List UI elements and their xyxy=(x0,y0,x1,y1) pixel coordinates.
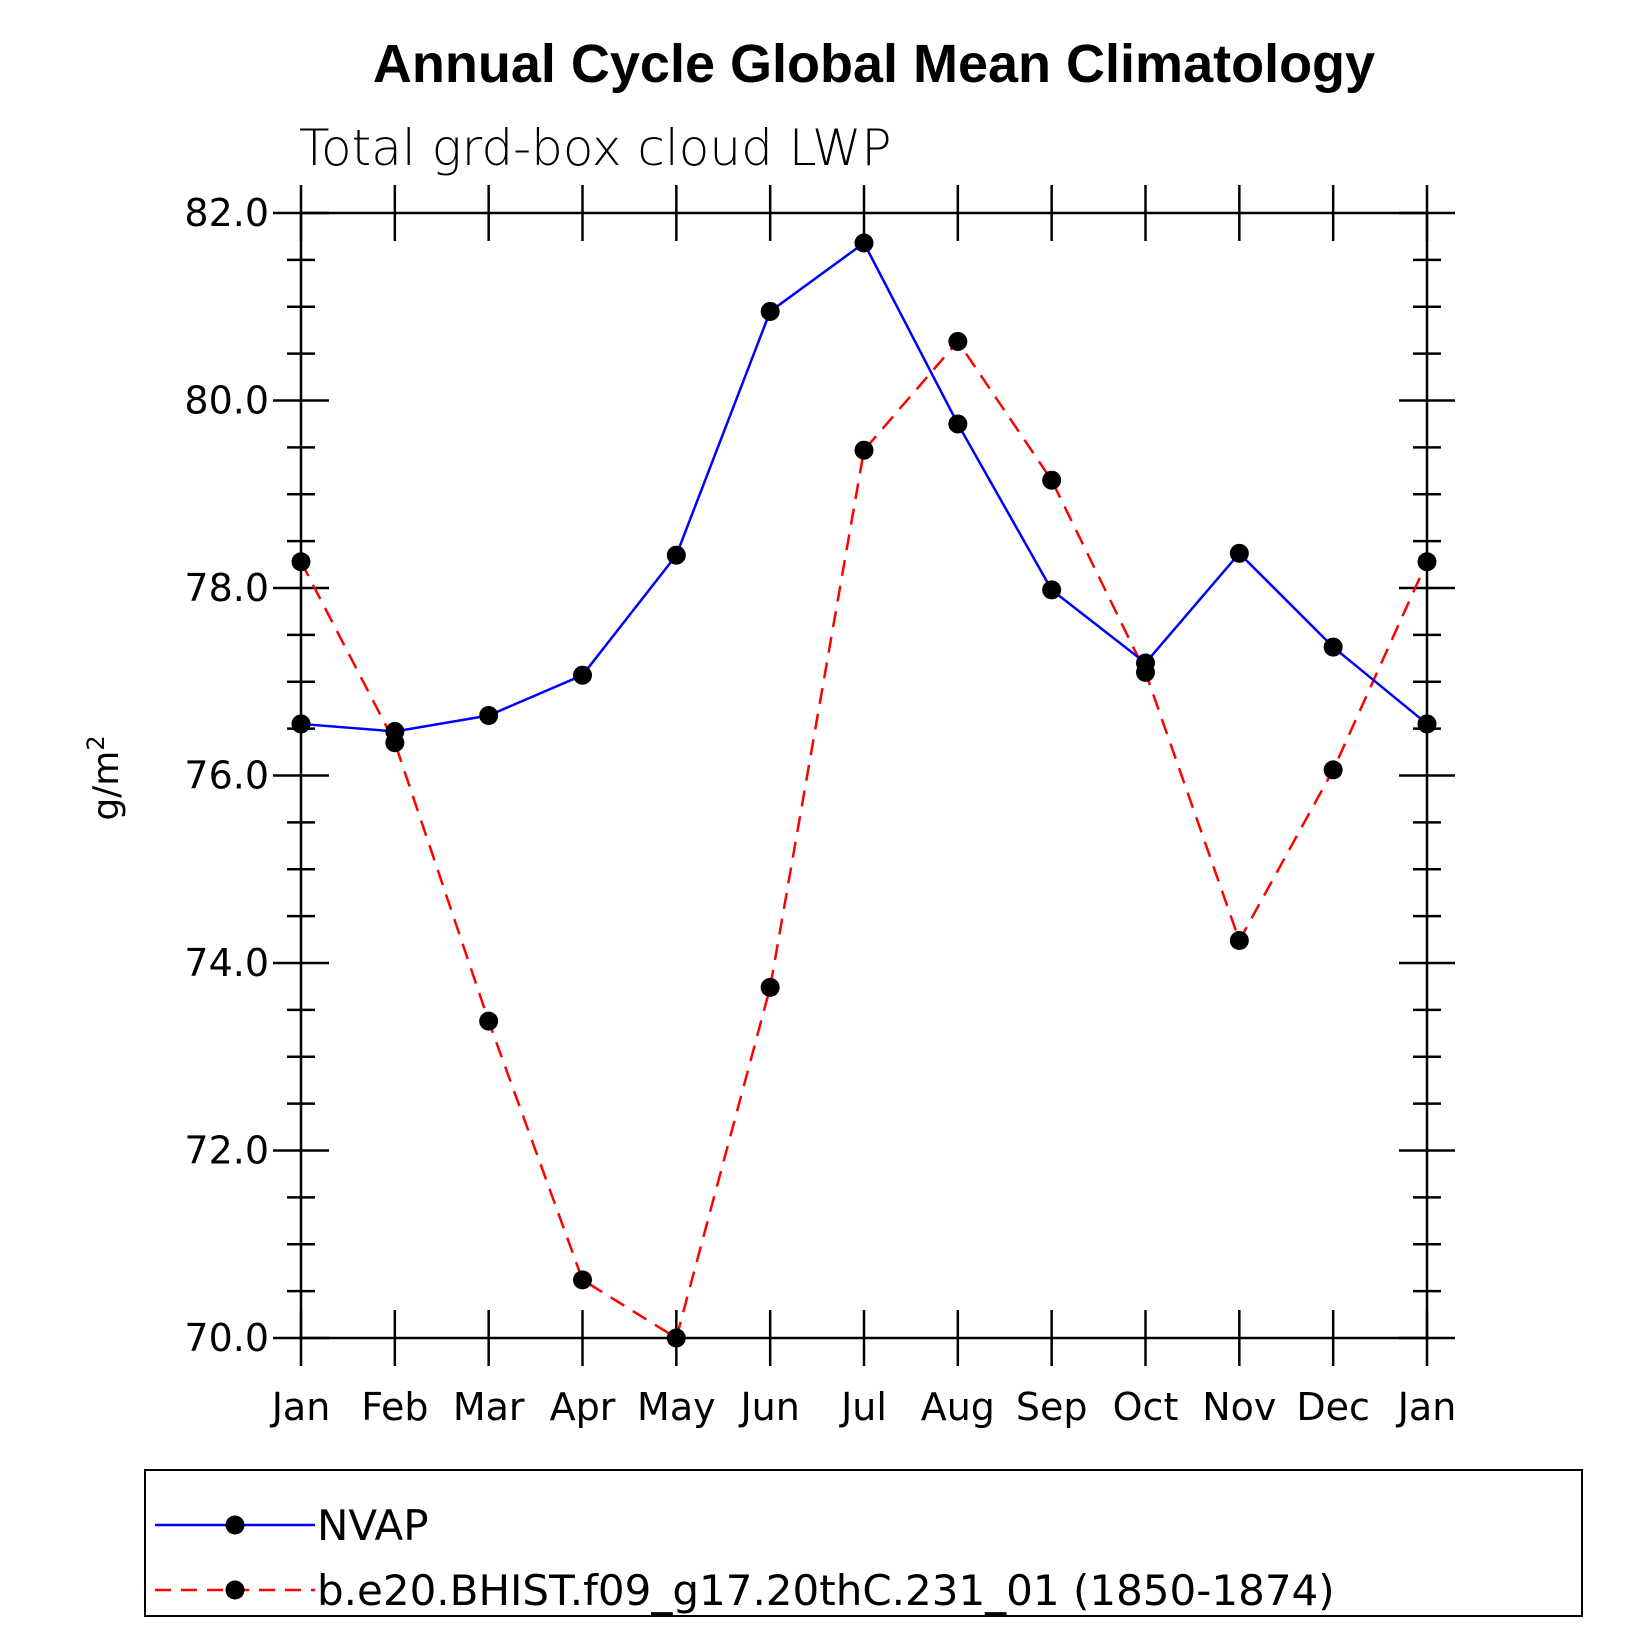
axis-ticks xyxy=(273,185,1455,1366)
chart-subtitle: Total grd-box cloud LWP xyxy=(299,119,892,177)
data-point xyxy=(854,440,874,460)
x-tick-label: Jun xyxy=(738,1385,799,1429)
x-tick-label: Aug xyxy=(921,1385,995,1429)
y-tick-label: 82.0 xyxy=(184,191,269,235)
legend-label: NVAP xyxy=(317,1501,429,1550)
data-point xyxy=(1136,653,1155,673)
data-point xyxy=(291,714,311,734)
y-axis-labels: 70.0 72.0 74.0 76.0 78.0 80.0 82.0 xyxy=(184,191,269,1360)
legend-box xyxy=(144,1469,1583,1617)
data-point xyxy=(1417,714,1437,734)
data-point xyxy=(1323,637,1343,657)
y-tick-label: 70.0 xyxy=(184,1316,269,1360)
y-tick-label: 78.0 xyxy=(184,566,269,610)
data-point xyxy=(948,331,968,351)
y-tick-label: 72.0 xyxy=(184,1129,269,1173)
y-tick-label: 76.0 xyxy=(184,754,269,798)
x-axis-labels: Jan Feb Mar Apr May Jun Jul Aug Sep Oct Nov Dec Jan xyxy=(270,1385,1457,1429)
y-axis-title-base: g/m xyxy=(86,751,127,821)
y-tick-label: 80.0 xyxy=(184,379,269,423)
data-point xyxy=(1323,760,1343,780)
x-tick-label: Oct xyxy=(1113,1385,1179,1429)
series-layer xyxy=(291,233,1437,1348)
x-tick-label: Mar xyxy=(453,1385,525,1429)
data-point xyxy=(1417,552,1437,572)
plot-frame xyxy=(299,211,1429,1340)
chart-title: Annual Cycle Global Mean Climatology xyxy=(373,34,1375,94)
x-tick-label: Sep xyxy=(1016,1385,1088,1429)
series-line xyxy=(299,339,1429,1340)
x-tick-label: Dec xyxy=(1296,1385,1370,1429)
x-tick-label: Jul xyxy=(839,1385,887,1429)
x-tick-label: Jan xyxy=(1396,1385,1457,1429)
data-point xyxy=(1229,931,1249,950)
x-tick-label: Nov xyxy=(1202,1385,1276,1429)
x-tick-label: Jan xyxy=(270,1385,331,1429)
data-point xyxy=(479,706,499,725)
legend-label: b.e20.BHIST.f09_g17.20thC.231_01 (1850-1… xyxy=(317,1566,1335,1615)
series-line xyxy=(300,241,1428,733)
x-tick-label: Feb xyxy=(361,1385,428,1429)
y-axis-title-group: g/m2 xyxy=(82,735,127,820)
data-point xyxy=(385,721,405,741)
y-tick-label: 74.0 xyxy=(184,941,269,985)
legend: NVAP b.e20.BHIST.f09_g17.20thC.231_01 (18… xyxy=(155,1501,1335,1615)
legend-marker xyxy=(225,1580,245,1600)
data-point xyxy=(573,665,592,685)
legend-marker xyxy=(225,1515,245,1535)
data-point xyxy=(948,414,968,434)
data-point xyxy=(854,233,874,253)
data-point xyxy=(573,1270,592,1290)
y-axis-title-superscript: 2 xyxy=(82,735,110,750)
data-point xyxy=(1229,543,1249,563)
data-point xyxy=(1042,580,1062,600)
x-tick-label: May xyxy=(637,1385,716,1429)
data-point xyxy=(1042,470,1062,490)
data-point xyxy=(760,301,780,321)
data-point xyxy=(479,1011,499,1031)
data-point xyxy=(666,1328,686,1348)
data-point xyxy=(291,552,311,572)
x-tick-label: Apr xyxy=(550,1385,616,1429)
data-point xyxy=(666,545,686,565)
data-point xyxy=(760,977,780,997)
y-axis-title: g/m2 xyxy=(82,735,127,820)
